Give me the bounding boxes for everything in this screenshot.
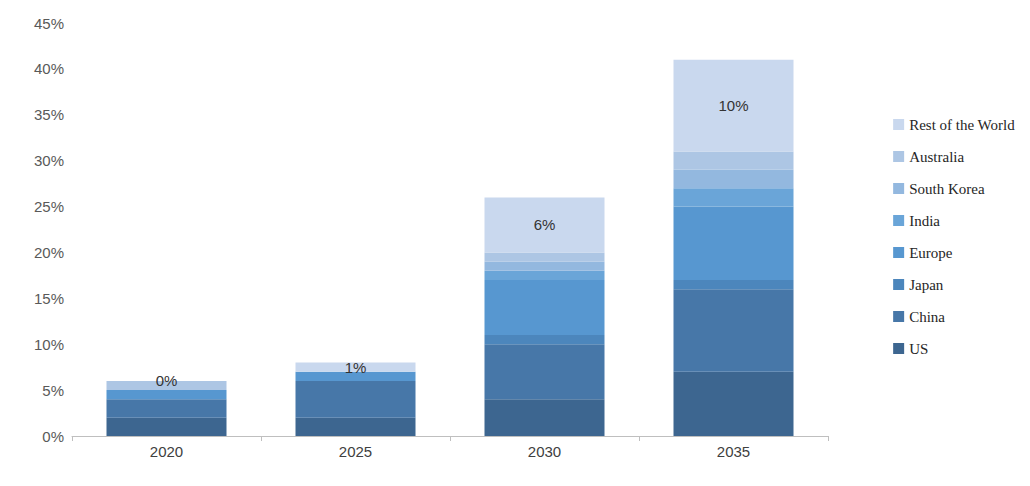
svg-text:Japan: Japan	[909, 277, 944, 293]
svg-text:20%: 20%	[34, 244, 64, 261]
svg-text:US: US	[909, 341, 928, 357]
svg-text:Australia: Australia	[909, 149, 964, 165]
svg-text:5%: 5%	[42, 382, 64, 399]
svg-text:0%: 0%	[156, 372, 178, 389]
svg-text:10%: 10%	[718, 97, 748, 114]
svg-text:10%: 10%	[34, 336, 64, 353]
svg-text:Rest of the World: Rest of the World	[909, 117, 1015, 133]
svg-text:40%: 40%	[34, 60, 64, 77]
svg-text:1%: 1%	[345, 359, 367, 376]
svg-text:6%: 6%	[534, 216, 556, 233]
svg-text:0%: 0%	[42, 428, 64, 445]
svg-text:Europe: Europe	[909, 245, 953, 261]
svg-text:2025: 2025	[339, 443, 372, 460]
svg-text:India: India	[909, 213, 940, 229]
svg-text:2020: 2020	[150, 443, 183, 460]
svg-text:China: China	[909, 309, 945, 325]
svg-text:2035: 2035	[717, 443, 750, 460]
svg-text:45%: 45%	[34, 15, 64, 32]
svg-text:South Korea: South Korea	[909, 181, 985, 197]
svg-text:35%: 35%	[34, 106, 64, 123]
svg-text:2030: 2030	[528, 443, 561, 460]
svg-text:30%: 30%	[34, 152, 64, 169]
svg-text:25%: 25%	[34, 198, 64, 215]
svg-text:15%: 15%	[34, 290, 64, 307]
